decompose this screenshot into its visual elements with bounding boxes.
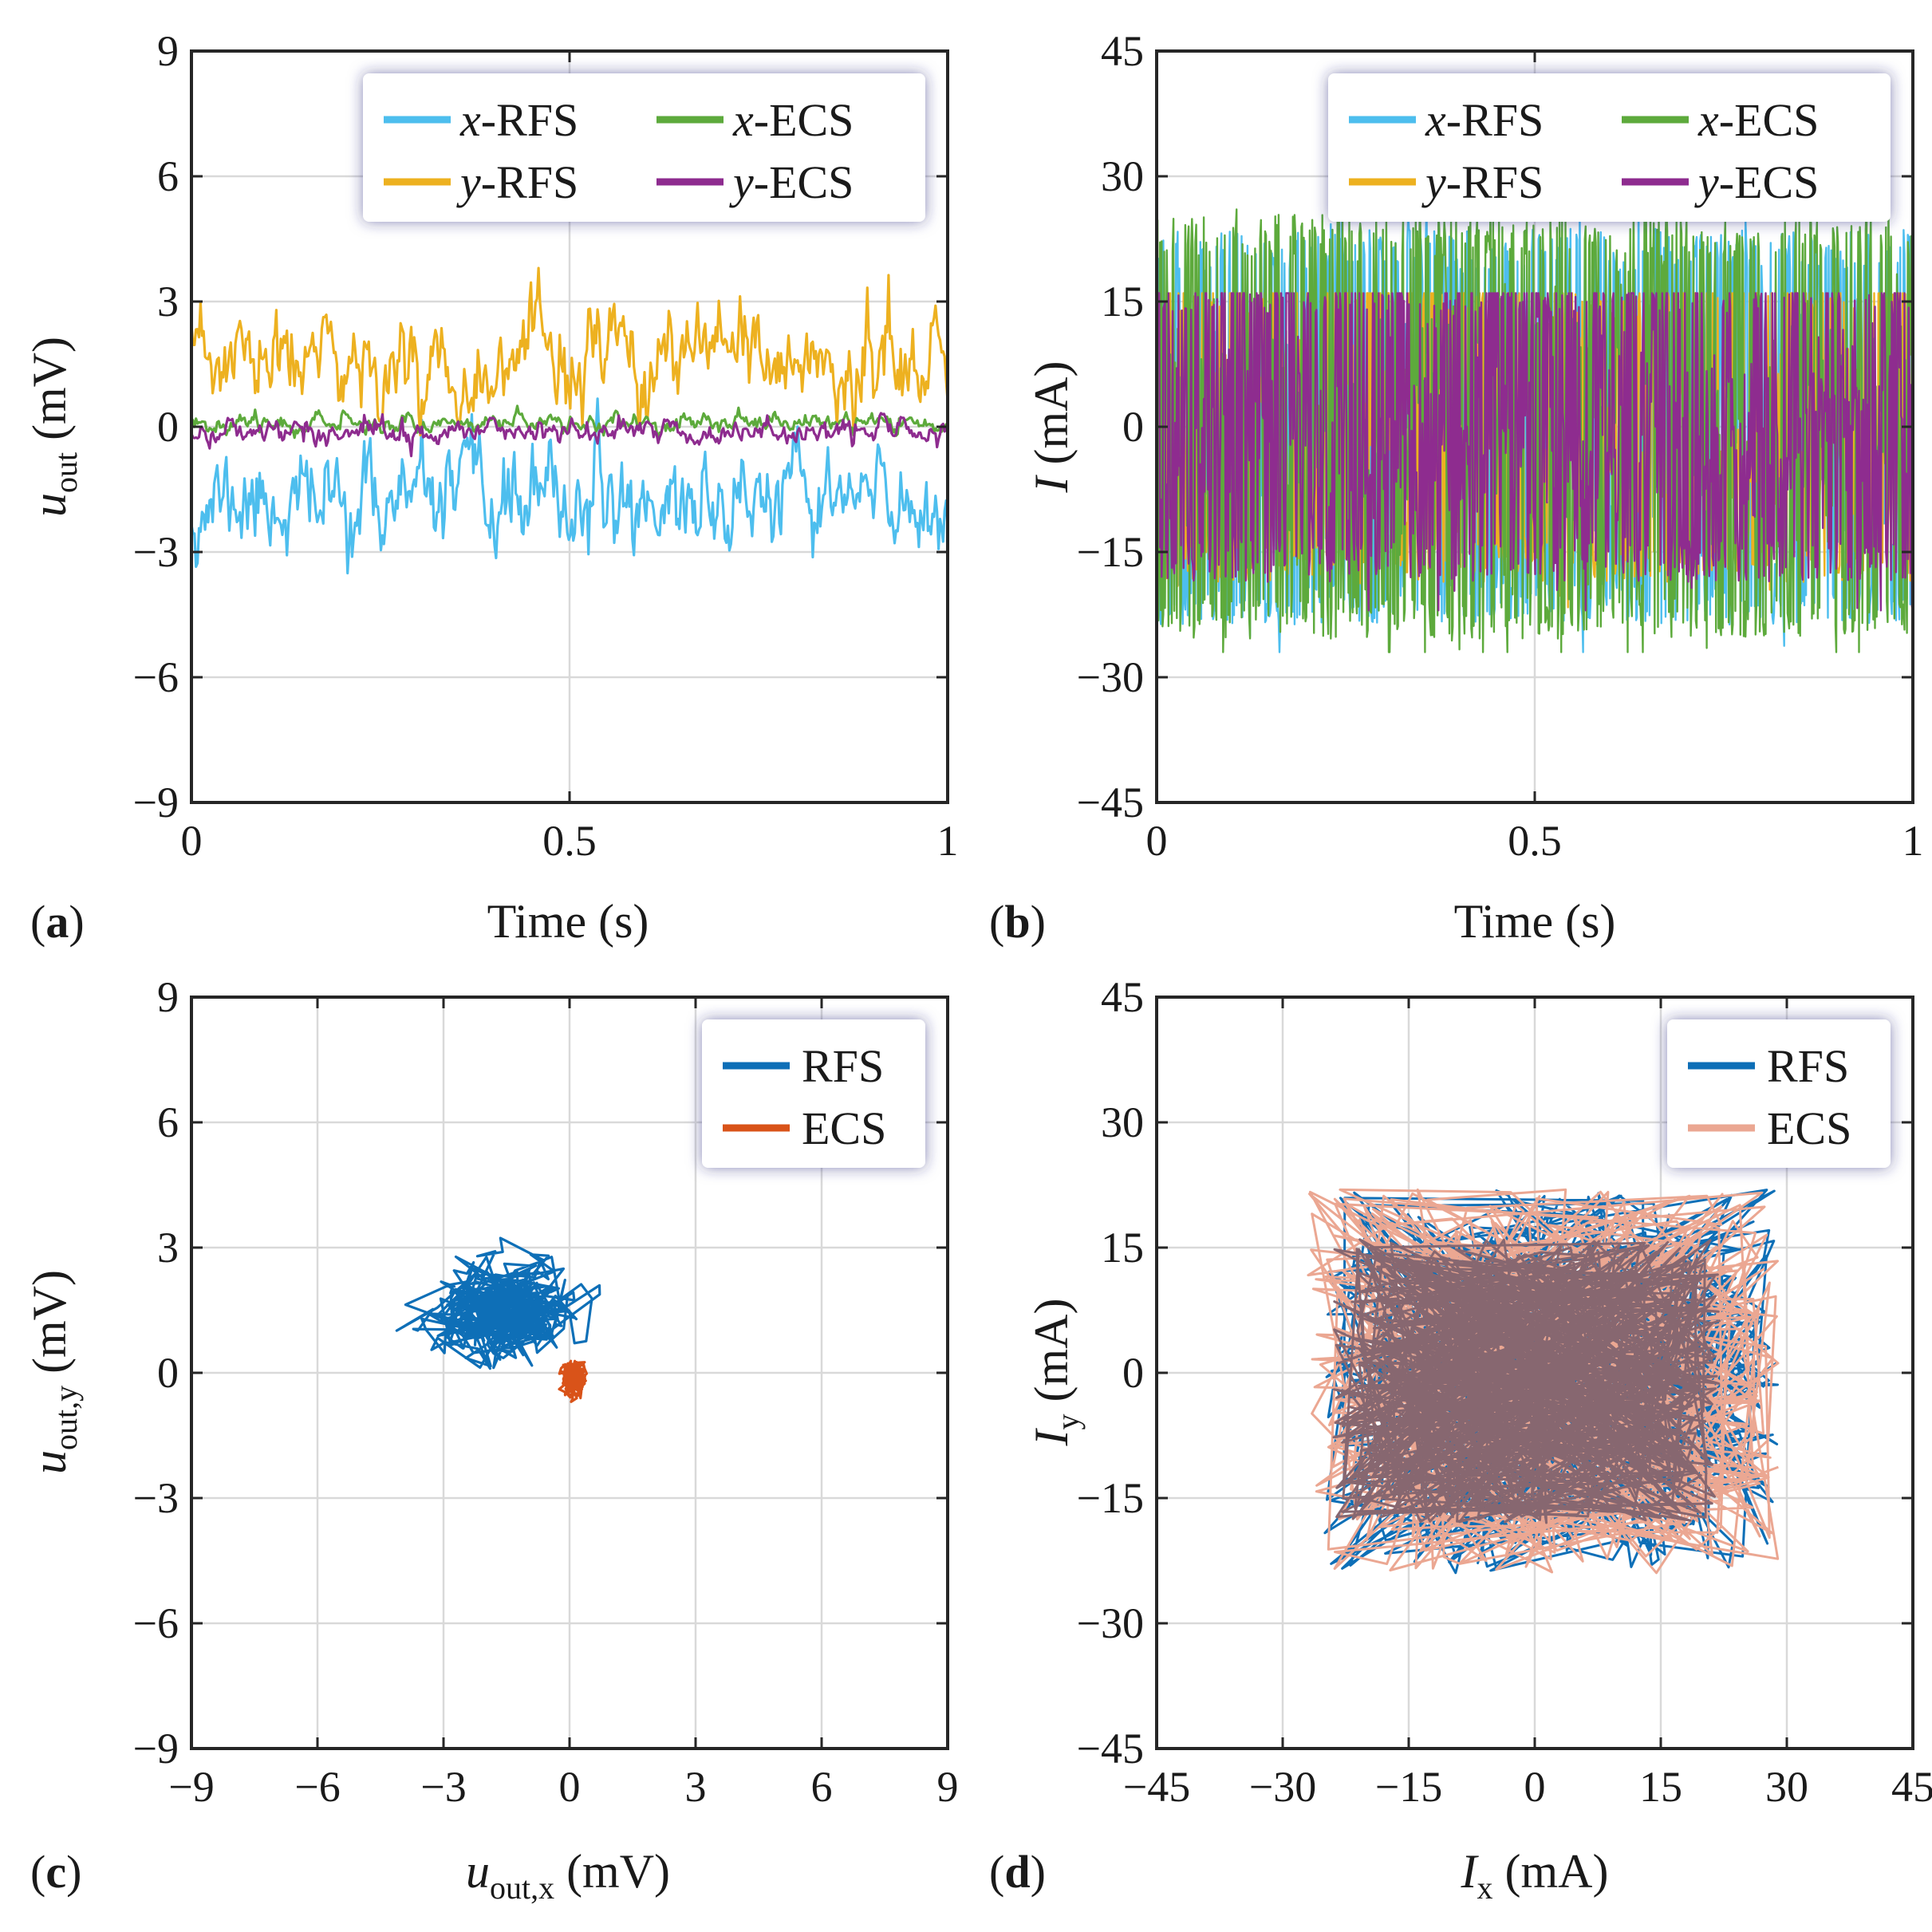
y-tick-label: 30: [1101, 1098, 1144, 1146]
series-line-overlap: [1332, 1238, 1721, 1524]
panel-c-series: [395, 1236, 601, 1403]
panel-a-x-axis-label: Time (s): [487, 895, 649, 948]
y-tick-label: −15: [1077, 1474, 1144, 1522]
series-line-x-ecs: [190, 404, 949, 440]
panel-c-legend: RFS ECS: [702, 1019, 925, 1168]
panel-d-series: [1307, 1188, 1780, 1575]
y-tick-label: −45: [1077, 1725, 1144, 1772]
legend-label-x-rfs: x-RFS: [459, 94, 578, 146]
y-tick-label: −6: [133, 653, 179, 701]
panel-a-label: (a): [30, 896, 85, 948]
panel-d-y-axis-label: Iy (mA): [1025, 1299, 1086, 1447]
series-line-y-rfs: [190, 266, 949, 437]
panel-d-legend: RFS ECS: [1667, 1019, 1891, 1168]
panel-b-x-axis-label: Time (s): [1454, 895, 1616, 948]
legend-label-y-rfs: y-RFS: [1421, 156, 1544, 208]
y-tick-label: 9: [157, 973, 179, 1021]
y-tick-label: −45: [1077, 779, 1144, 826]
y-tick-label: 30: [1101, 152, 1144, 200]
legend-label-y-ecs: y-ECS: [729, 156, 854, 208]
y-tick-label: 15: [1101, 278, 1144, 325]
panel-a-ticks: 0 0.5 1 −9 −6 −3 0 3 6 9: [133, 27, 959, 865]
series-line-rfs: [395, 1236, 601, 1370]
y-tick-label: −30: [1077, 1599, 1144, 1647]
y-tick-label: 45: [1101, 27, 1144, 75]
x-tick-label: −30: [1249, 1763, 1316, 1811]
panel-d-x-axis-label: Ix (mA): [1461, 1845, 1609, 1906]
x-tick-label: 15: [1639, 1763, 1682, 1811]
y-tick-label: −9: [133, 779, 179, 826]
series-line-x-rfs: [190, 397, 949, 575]
x-tick-label: 1: [937, 817, 959, 865]
legend-label-x-ecs: x-ECS: [732, 94, 854, 146]
legend-label-rfs: RFS: [802, 1040, 884, 1092]
legend-label-y-ecs: y-ECS: [1694, 156, 1819, 208]
y-tick-label: 3: [157, 1224, 179, 1272]
panel-c-voltage-xy: −9 −6 −3 0 3 6 9 −9 −6 −3 0 3 6 9 RFS ECS: [133, 973, 959, 1811]
panel-a-legend: x-RFS x-ECS y-RFS y-ECS: [363, 73, 925, 222]
panel-d-label: (d): [989, 1846, 1046, 1898]
x-tick-label: −9: [168, 1763, 214, 1811]
y-tick-label: 9: [157, 27, 179, 75]
legend-label-ecs: ECS: [802, 1102, 886, 1154]
panel-d-ticks: −45 −30 −15 0 15 30 45 −45 −30 −15 0 15 30 45: [1077, 973, 1932, 1811]
panel-c-x-axis-label: uout,x (mV): [466, 1845, 670, 1906]
panel-a-series: [190, 266, 949, 575]
y-tick-label: 3: [157, 278, 179, 325]
panel-b-label: (b): [989, 896, 1046, 948]
x-tick-label: 45: [1891, 1763, 1932, 1811]
y-tick-label: −6: [133, 1599, 179, 1647]
y-tick-label: −3: [133, 1474, 179, 1522]
y-tick-label: 0: [157, 403, 179, 451]
y-tick-label: 6: [157, 1098, 179, 1146]
panel-d-current-xy: −45 −30 −15 0 15 30 45 −45 −30 −15 0 15 30 45 RFS ECS: [1077, 973, 1932, 1811]
legend-label-rfs: RFS: [1767, 1040, 1849, 1092]
panel-b-current-time: 0 0.5 1 −45 −30 −15 0 15 30 45 x-RFS x-ECS y-RFS …: [1077, 27, 1924, 865]
legend-label-ecs: ECS: [1767, 1102, 1851, 1154]
panel-c-label: (c): [30, 1846, 81, 1898]
y-tick-label: 0: [1122, 1349, 1144, 1397]
x-tick-label: 6: [811, 1763, 833, 1811]
panel-b-y-axis-label: I (mA): [1025, 361, 1078, 494]
y-tick-label: 6: [157, 152, 179, 200]
x-tick-label: −3: [420, 1763, 466, 1811]
x-tick-label: 0.5: [542, 817, 597, 865]
y-tick-label: −3: [133, 528, 179, 576]
x-tick-label: 30: [1765, 1763, 1808, 1811]
y-tick-label: −30: [1077, 653, 1144, 701]
x-tick-label: −6: [294, 1763, 340, 1811]
panel-a-voltage-time: 0 0.5 1 −9 −6 −3 0 3 6 9 x-RFS x-ECS y-RFS y-ECS: [133, 27, 959, 865]
y-tick-label: 0: [1122, 403, 1144, 451]
panel-a-y-axis-label: uout (mV): [23, 337, 84, 517]
panel-c-y-axis-label: uout,y (mV): [23, 1270, 84, 1474]
panel-b-legend: x-RFS x-ECS y-RFS y-ECS: [1328, 73, 1891, 222]
y-tick-label: 0: [157, 1349, 179, 1397]
y-tick-label: −15: [1077, 528, 1144, 576]
series-line-y-ecs: [190, 412, 949, 458]
legend-label-x-rfs: x-RFS: [1425, 94, 1544, 146]
x-tick-label: −15: [1375, 1763, 1442, 1811]
y-tick-label: 45: [1101, 973, 1144, 1021]
x-tick-label: 0: [559, 1763, 581, 1811]
legend-label-y-rfs: y-RFS: [456, 156, 578, 208]
x-tick-label: 1: [1902, 817, 1924, 865]
series-line-ecs: [558, 1359, 589, 1403]
x-tick-label: −45: [1123, 1763, 1190, 1811]
x-tick-label: 3: [685, 1763, 707, 1811]
y-tick-label: 15: [1101, 1224, 1144, 1272]
series-line-y-ecs: [1155, 292, 1914, 612]
legend-label-x-ecs: x-ECS: [1697, 94, 1819, 146]
x-tick-label: 9: [937, 1763, 959, 1811]
x-tick-label: 0.5: [1508, 817, 1562, 865]
panel-b-series: [1155, 183, 1914, 653]
x-tick-label: 0: [181, 817, 203, 865]
x-tick-label: 0: [1524, 1763, 1546, 1811]
y-tick-label: −9: [133, 1725, 179, 1772]
x-tick-label: 0: [1146, 817, 1168, 865]
panel-c-ticks: −9 −6 −3 0 3 6 9 −9 −6 −3 0 3 6 9: [133, 973, 959, 1811]
panel-b-ticks: 0 0.5 1 −45 −30 −15 0 15 30 45: [1077, 27, 1924, 865]
